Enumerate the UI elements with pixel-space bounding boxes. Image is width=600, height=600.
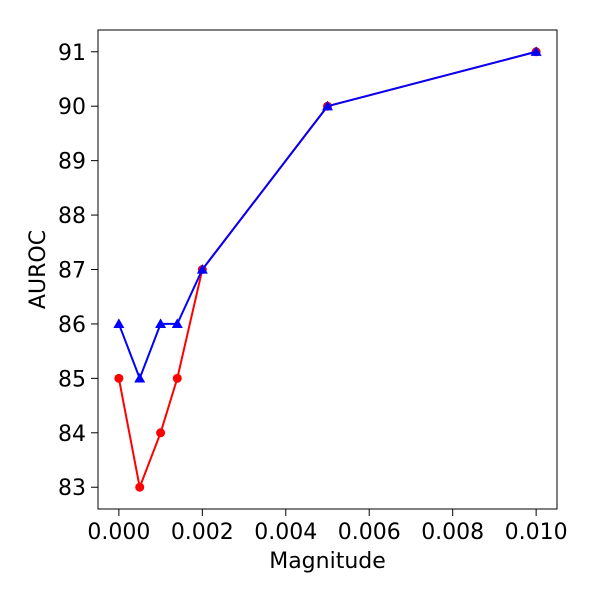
data-point: [135, 482, 145, 492]
y-tick-label: 87: [58, 259, 86, 284]
x-tick-label: 0.008: [421, 520, 484, 545]
x-tick-label: 0.004: [254, 520, 317, 545]
y-tick-label: 85: [58, 367, 86, 392]
y-tick-label: 86: [58, 313, 86, 338]
series-0: [114, 47, 541, 492]
x-tick-label: 0.002: [171, 520, 234, 545]
x-tick-label: 0.000: [87, 520, 150, 545]
y-tick-label: 90: [58, 95, 86, 120]
y-tick-label: 89: [58, 150, 86, 175]
x-tick-label: 0.010: [505, 520, 568, 545]
data-point: [156, 428, 166, 438]
y-axis-ticks: 83 84 85 86 87 88 89 90 91: [58, 41, 98, 501]
plot-area: [113, 46, 542, 492]
series-1: [113, 46, 542, 383]
data-point: [114, 373, 124, 383]
data-point: [171, 318, 183, 329]
data-point: [113, 318, 125, 329]
x-axis-label: Magnitude: [269, 549, 386, 574]
y-tick-label: 83: [58, 476, 86, 501]
x-tick-label: 0.006: [338, 520, 401, 545]
data-point: [155, 318, 167, 329]
x-axis-ticks: 0.000 0.002 0.004 0.006 0.008 0.010: [87, 509, 568, 545]
y-tick-label: 88: [58, 204, 86, 229]
axes-frame: [97, 29, 558, 510]
data-point: [196, 264, 208, 274]
data-point: [172, 373, 182, 383]
y-tick-label: 91: [58, 41, 86, 66]
series-line: [117, 50, 537, 491]
data-point: [134, 372, 146, 383]
data-point: [322, 100, 333, 111]
y-axis-label: AUROC: [26, 230, 51, 309]
data-point: [530, 46, 542, 56]
y-tick-label: 84: [58, 422, 86, 447]
